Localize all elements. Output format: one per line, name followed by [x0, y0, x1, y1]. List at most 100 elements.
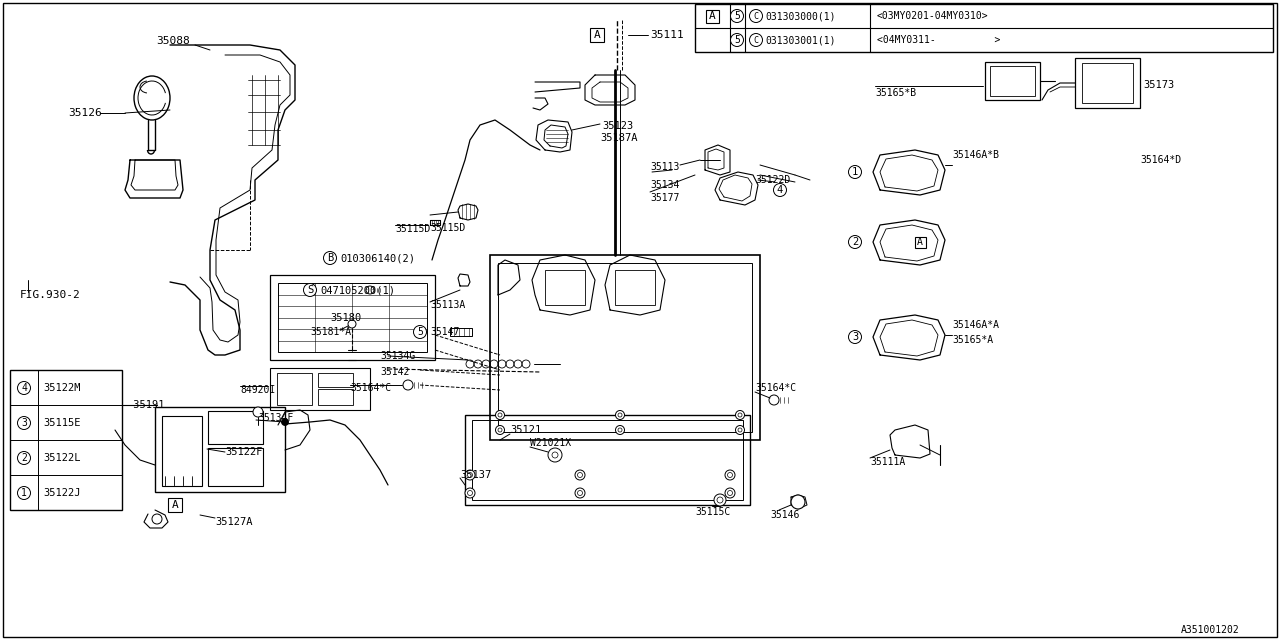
Bar [10, 370, 122, 510]
Bar [472, 420, 742, 500]
Text: 35122J: 35122J [44, 488, 81, 498]
Circle shape [724, 470, 735, 480]
Circle shape [18, 417, 31, 429]
Circle shape [467, 490, 472, 495]
Circle shape [618, 428, 622, 432]
Circle shape [618, 413, 622, 417]
Bar [914, 237, 925, 248]
Circle shape [282, 419, 288, 426]
Text: 35113: 35113 [650, 162, 680, 172]
Text: 35146A*A: 35146A*A [952, 320, 998, 330]
Circle shape [616, 426, 625, 435]
Circle shape [413, 326, 426, 339]
Circle shape [750, 33, 763, 47]
Bar [168, 498, 182, 512]
Text: 35134F: 35134F [259, 413, 293, 423]
Text: 010306140(2): 010306140(2) [340, 253, 415, 263]
Text: 84920I: 84920I [241, 385, 275, 395]
Circle shape [552, 452, 558, 458]
Circle shape [575, 488, 585, 498]
Text: 35137: 35137 [460, 470, 492, 480]
Bar [276, 373, 312, 405]
Circle shape [18, 381, 31, 394]
Text: 2: 2 [20, 453, 27, 463]
Text: 35147: 35147 [430, 327, 460, 337]
Bar [695, 4, 1274, 52]
Circle shape [575, 470, 585, 480]
Circle shape [750, 10, 763, 22]
Bar [1082, 63, 1133, 103]
Text: 35121: 35121 [509, 425, 541, 435]
Text: 35165*B: 35165*B [876, 88, 916, 98]
Text: S: S [307, 285, 314, 295]
Bar [490, 255, 760, 440]
Circle shape [731, 33, 744, 47]
Circle shape [348, 320, 356, 328]
Text: 35180: 35180 [330, 313, 361, 323]
Bar [317, 389, 353, 405]
Circle shape [465, 470, 475, 480]
Circle shape [849, 166, 861, 179]
Circle shape [727, 472, 732, 477]
Text: 35146: 35146 [771, 510, 800, 520]
Circle shape [739, 413, 742, 417]
Bar [270, 275, 435, 360]
Circle shape [303, 284, 316, 296]
Text: 35126: 35126 [68, 108, 101, 118]
Text: 5: 5 [417, 327, 422, 337]
Circle shape [18, 486, 31, 499]
Text: 35115D: 35115D [396, 224, 430, 234]
Circle shape [577, 472, 582, 477]
Text: FIG.930-2: FIG.930-2 [20, 290, 81, 300]
Text: C: C [754, 35, 759, 45]
Bar [498, 263, 753, 432]
Circle shape [717, 497, 723, 503]
Bar [545, 270, 585, 305]
Circle shape [849, 236, 861, 248]
Bar [155, 407, 285, 492]
Text: 3: 3 [20, 418, 27, 428]
Bar [590, 28, 604, 42]
Circle shape [495, 426, 504, 435]
Text: 35115E: 35115E [44, 418, 81, 428]
Text: 031303001(1): 031303001(1) [765, 35, 836, 45]
Text: A: A [594, 30, 600, 40]
Bar [209, 448, 262, 486]
Text: 35164*D: 35164*D [1140, 155, 1181, 165]
Text: 35088: 35088 [156, 36, 189, 46]
Circle shape [18, 451, 31, 465]
Text: 35123: 35123 [602, 121, 634, 131]
Text: 35127A: 35127A [215, 517, 252, 527]
Text: 4: 4 [777, 185, 783, 195]
Bar [317, 373, 353, 387]
Circle shape [253, 407, 262, 417]
Bar [1075, 58, 1140, 108]
Circle shape [577, 490, 582, 495]
Text: 2: 2 [852, 237, 858, 247]
Text: 047105200(1): 047105200(1) [320, 285, 396, 295]
Text: A: A [172, 500, 178, 510]
Text: C: C [754, 12, 759, 20]
Text: 35134: 35134 [650, 180, 680, 190]
Text: 35122D: 35122D [755, 175, 790, 185]
Text: 35111: 35111 [650, 30, 684, 40]
Circle shape [616, 410, 625, 419]
Text: W21021X: W21021X [530, 438, 571, 448]
Text: 35122M: 35122M [44, 383, 81, 393]
Bar [614, 270, 655, 305]
Text: 35115C: 35115C [695, 507, 731, 517]
Circle shape [465, 488, 475, 498]
Bar [986, 62, 1039, 100]
Text: 35122L: 35122L [44, 453, 81, 463]
Bar [270, 368, 370, 410]
Text: A: A [916, 237, 923, 247]
Text: 35165*A: 35165*A [952, 335, 993, 345]
Text: A351001202: A351001202 [1181, 625, 1240, 635]
Text: 1: 1 [20, 488, 27, 498]
Text: A: A [709, 11, 716, 21]
Text: 35164*C: 35164*C [755, 383, 796, 393]
Circle shape [736, 410, 745, 419]
Text: 35111A: 35111A [870, 457, 905, 467]
Text: 35173: 35173 [1143, 80, 1174, 90]
Text: <03MY0201-04MY0310>: <03MY0201-04MY0310> [877, 11, 988, 21]
